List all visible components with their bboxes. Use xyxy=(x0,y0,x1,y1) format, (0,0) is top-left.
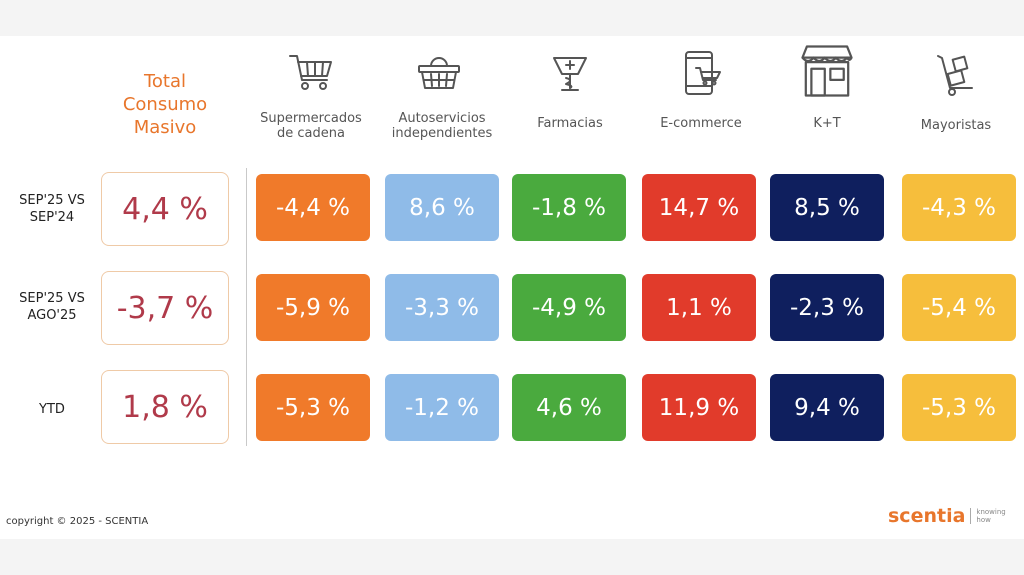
cell-ecommerce-ytd: 11,9 % xyxy=(642,374,756,441)
channel-label-autoservicios: Autoservicios independientes xyxy=(377,111,507,141)
mobile-cart-icon xyxy=(685,51,721,95)
channel-label-line: de cadena xyxy=(277,126,345,141)
channel-label-line: independientes xyxy=(391,126,493,141)
pharmacy-icon xyxy=(553,57,587,91)
channel-label-line: Farmacias xyxy=(537,116,603,131)
channel-label-supermercados: Supermercados de cadena xyxy=(246,111,376,141)
bottom-band xyxy=(0,539,1024,575)
cell-farmacias-sep-vs-ago: -4,9 % xyxy=(512,274,626,341)
channel-label-line: Supermercados xyxy=(260,111,362,126)
cell-farmacias-sep-vs-sep: -1,8 % xyxy=(512,174,626,241)
cell-ecommerce-sep-vs-ago: 1,1 % xyxy=(642,274,756,341)
cell-kt-ytd: 9,4 % xyxy=(770,374,884,441)
row-label-ytd: YTD xyxy=(6,401,98,418)
cell-mayoristas-ytd: -5,3 % xyxy=(902,374,1016,441)
total-consumo-masivo-title: Total Consumo Masivo xyxy=(105,70,225,139)
total-title-line: Masivo xyxy=(133,117,197,138)
channel-label-line: E-commerce xyxy=(660,116,742,131)
channel-label-mayoristas: Mayoristas xyxy=(891,118,1021,133)
logo-tagline: knowing how xyxy=(970,508,1006,524)
cell-mayoristas-sep-vs-ago: -5,4 % xyxy=(902,274,1016,341)
total-value-ytd: 1,8 % xyxy=(101,370,229,444)
row-label-sep-vs-ago: SEP'25 VS AGO'25 xyxy=(6,290,98,324)
cell-mayoristas-sep-vs-sep: -4,3 % xyxy=(902,174,1016,241)
row-label-line: SEP'25 VS xyxy=(19,193,85,208)
column-divider xyxy=(246,168,247,446)
total-value-sep-vs-ago: -3,7 % xyxy=(101,271,229,345)
storefront-icon xyxy=(801,45,853,97)
logo-tag-line: knowing xyxy=(976,508,1006,516)
channel-label-kt: K+T xyxy=(762,116,892,131)
cell-farmacias-ytd: 4,6 % xyxy=(512,374,626,441)
cell-supermercados-sep-vs-sep: -4,4 % xyxy=(256,174,370,241)
row-label-line: SEP'24 xyxy=(29,210,75,225)
total-value-sep-vs-sep: 4,4 % xyxy=(101,172,229,246)
scentia-logo: scentia knowing how xyxy=(888,505,1006,527)
cell-kt-sep-vs-sep: 8,5 % xyxy=(770,174,884,241)
row-label-line: AGO'25 xyxy=(27,308,77,323)
total-title-line: Consumo xyxy=(122,94,208,115)
hand-truck-icon xyxy=(937,55,973,96)
top-band xyxy=(0,0,1024,36)
shopping-basket-icon xyxy=(418,57,460,89)
channel-label-line: K+T xyxy=(813,116,841,131)
channel-label-farmacias: Farmacias xyxy=(505,116,635,131)
total-title-line: Total xyxy=(143,71,187,92)
logo-wordmark: scentia xyxy=(888,505,966,527)
cell-autoservicios-sep-vs-sep: 8,6 % xyxy=(385,174,499,241)
copyright-text: copyright © 2025 - SCENTIA xyxy=(6,516,149,527)
shopping-cart-icon xyxy=(289,55,332,90)
row-label-line: YTD xyxy=(39,402,65,417)
logo-tag-line: how xyxy=(976,516,991,524)
row-label-line: SEP'25 VS xyxy=(19,291,85,306)
row-label-sep-vs-sep: SEP'25 VS SEP'24 xyxy=(6,192,98,226)
cell-supermercados-sep-vs-ago: -5,9 % xyxy=(256,274,370,341)
cell-autoservicios-ytd: -1,2 % xyxy=(385,374,499,441)
cell-kt-sep-vs-ago: -2,3 % xyxy=(770,274,884,341)
cell-supermercados-ytd: -5,3 % xyxy=(256,374,370,441)
channel-label-line: Mayoristas xyxy=(920,118,992,133)
cell-ecommerce-sep-vs-sep: 14,7 % xyxy=(642,174,756,241)
cell-autoservicios-sep-vs-ago: -3,3 % xyxy=(385,274,499,341)
channel-label-line: Autoservicios xyxy=(398,111,486,126)
channel-label-ecommerce: E-commerce xyxy=(636,116,766,131)
